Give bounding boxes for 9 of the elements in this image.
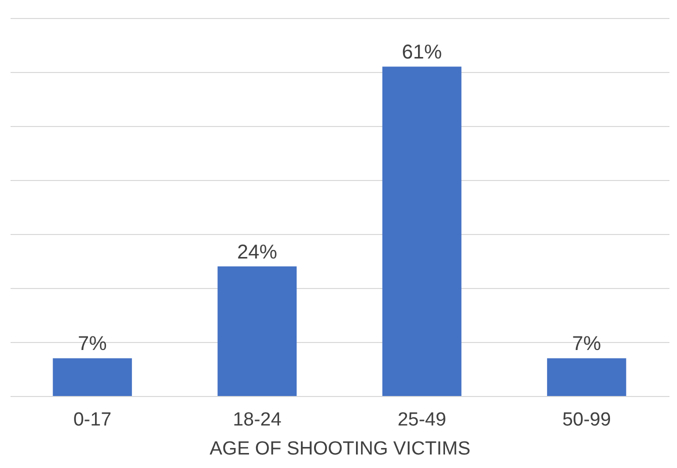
x-tick-label: 25-49 xyxy=(398,410,446,430)
data-label: 7% xyxy=(572,333,602,356)
x-tick-label: 18-24 xyxy=(232,410,282,430)
data-label: 61% xyxy=(402,42,442,64)
x-axis-title: AGE OF SHOOTING VICTIMS xyxy=(210,438,470,460)
x-tick-label: 0-17 xyxy=(73,410,112,430)
data-label: 24% xyxy=(237,241,278,264)
x-tick-label: 50-99 xyxy=(562,410,611,430)
data-label: 7% xyxy=(78,333,108,356)
